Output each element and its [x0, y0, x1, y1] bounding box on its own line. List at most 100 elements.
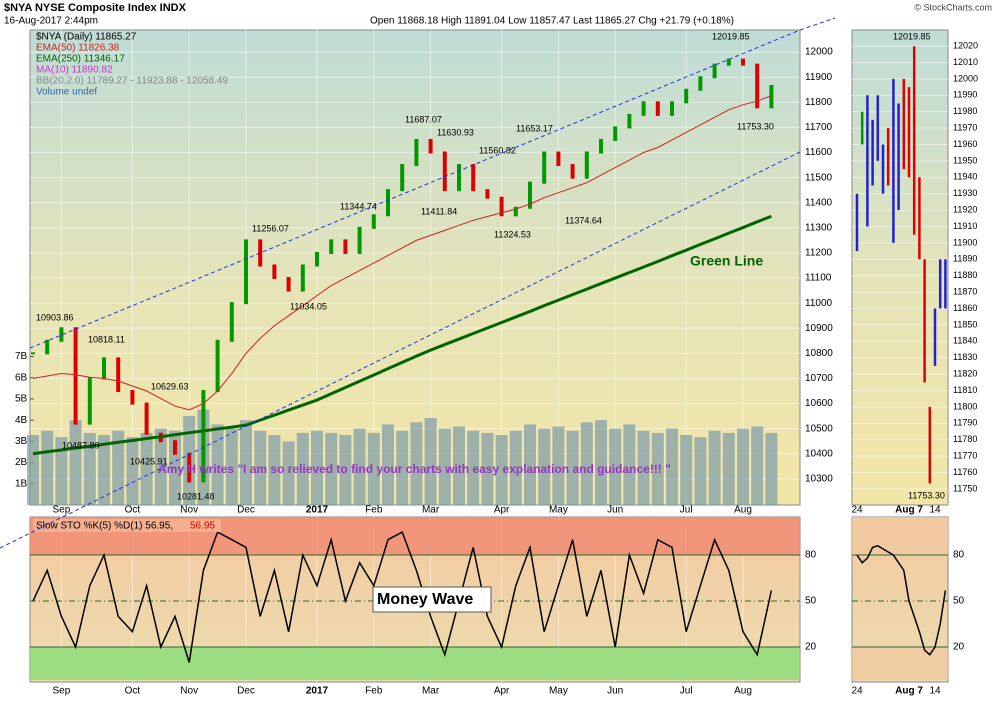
price-label: 12019.85 — [893, 31, 931, 41]
volume-bar — [296, 432, 309, 505]
volume-bar — [240, 420, 252, 505]
price-bar — [655, 101, 660, 116]
volume-bar — [325, 432, 338, 505]
y-tick-label: 20 — [953, 642, 965, 653]
y-tick-label: 11860 — [953, 303, 977, 313]
volume-bar — [595, 420, 607, 505]
volume-bar — [382, 424, 394, 505]
y-tick-label: 11920 — [953, 204, 977, 214]
oversold-band — [852, 647, 948, 680]
price-label: 11411.84 — [421, 206, 457, 216]
y-tick-label: 11750 — [953, 483, 977, 493]
volume-bar — [396, 430, 409, 505]
price-bar — [755, 63, 760, 109]
y-tick-label: 11980 — [953, 106, 977, 116]
y-tick-label: 11890 — [953, 254, 977, 264]
y-tick-label: 10900 — [805, 323, 833, 334]
y2-tick-label: 3B — [15, 436, 28, 447]
y-tick-label: 11840 — [953, 336, 977, 346]
subtitle: 16-Aug-2017 2:44pm — [4, 16, 98, 27]
y-tick-label: 11970 — [953, 122, 977, 132]
x-tick-label: Feb — [365, 686, 383, 697]
volume-bar — [737, 428, 749, 505]
volume-bar — [41, 430, 54, 505]
volume-bar — [509, 430, 522, 505]
price-bar — [357, 226, 362, 254]
y-tick-label: 10300 — [805, 474, 833, 485]
legend-entry: Volume undef — [36, 87, 97, 98]
y-tick-label: 12000 — [953, 73, 978, 83]
price-label: 12019.85 — [712, 31, 750, 41]
ema-line — [32, 214, 772, 456]
marks: 10300 10400 10500 10600 10700 10800 10900 11000… — [15, 30, 978, 697]
volume-bar — [268, 435, 281, 505]
price-bar — [570, 164, 575, 179]
x-tick-label: May — [549, 505, 568, 516]
y2-tick-label: 1B — [15, 478, 28, 489]
volume-bar — [580, 422, 593, 505]
x-tick-label: Jul — [680, 686, 693, 697]
volume-bar — [69, 420, 82, 505]
y-tick-label: 10800 — [805, 348, 833, 359]
volume-bar — [538, 428, 551, 505]
volume-bar — [637, 430, 650, 505]
annotation: Money Wave — [377, 591, 473, 608]
price-label: 11653.17 — [516, 123, 553, 133]
volume-bar — [680, 435, 693, 505]
price-label: 11034.05 — [290, 301, 327, 311]
price-bar — [144, 402, 149, 435]
y-tick-label: 11830 — [953, 352, 977, 362]
price-label: 11753.30 — [737, 121, 774, 131]
x-tick-label: Jun — [607, 505, 623, 516]
price-bar — [329, 239, 334, 254]
y-tick-label: 11300 — [805, 222, 833, 233]
volume-bar — [495, 435, 508, 505]
price-label: 10818.11 — [88, 334, 125, 344]
trend-line — [799, 17, 836, 31]
volume-bar — [410, 422, 423, 505]
volume-bar — [694, 437, 707, 505]
overbought-band — [852, 517, 948, 556]
y-tick-label: 11100 — [805, 273, 832, 284]
price-bar — [286, 277, 291, 292]
volume-bar — [453, 426, 465, 505]
price-label: 11374.64 — [565, 215, 602, 225]
volume-bar — [765, 432, 778, 505]
price-bar — [201, 390, 206, 483]
price-bar — [272, 264, 277, 280]
x-tick-label: Nov — [180, 686, 198, 697]
annotation: Green Line — [690, 253, 763, 269]
price-bar — [45, 339, 50, 355]
y-tick-label: 11940 — [953, 172, 977, 182]
price-bar — [613, 126, 618, 141]
y-tick-label: 11870 — [953, 286, 977, 296]
x-tick-label: Aug 7 — [895, 505, 923, 516]
volume-bar — [140, 432, 153, 505]
price-bar — [627, 113, 632, 129]
volume-bar — [98, 435, 110, 505]
stoch-line — [32, 530, 773, 663]
y-tick-label: 12000 — [805, 47, 833, 58]
y-tick-label: 12010 — [953, 57, 978, 67]
price-bar — [300, 264, 305, 292]
price-label: 11256.07 — [252, 223, 289, 233]
y-tick-label: 11900 — [805, 72, 833, 83]
volume-bar — [112, 430, 125, 505]
y-tick-label: 11950 — [953, 155, 977, 165]
y-tick-label: 20 — [805, 642, 817, 653]
x-tick-label: Feb — [365, 505, 383, 516]
price-label: 10629.63 — [151, 381, 189, 391]
y-tick-label: 11780 — [953, 434, 977, 444]
annotation-box — [372, 586, 492, 613]
volume-bar — [169, 430, 181, 505]
volume-bar — [353, 428, 366, 505]
price-bar — [599, 138, 603, 154]
volume-bar — [83, 432, 96, 505]
ema-line — [32, 95, 772, 411]
x-tick-label: Sep — [53, 686, 71, 697]
price-bar — [73, 327, 78, 425]
price-bar — [428, 138, 433, 154]
price-bar — [769, 84, 774, 109]
price-label: 10487.80 — [62, 440, 100, 450]
legend-entry: 56.95 — [190, 521, 215, 532]
